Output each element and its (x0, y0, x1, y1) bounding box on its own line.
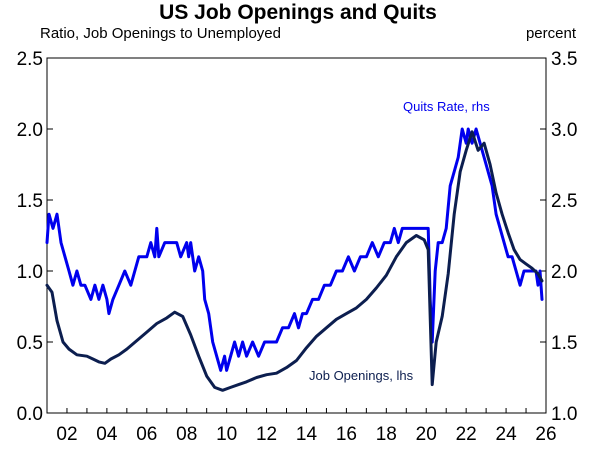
quits-rate-line (45, 127, 544, 372)
x-tick-label: 08 (176, 424, 197, 445)
chart-title: US Job Openings and Quits (159, 1, 437, 24)
right-tick-label: 3.5 (551, 49, 577, 70)
x-tick-label: 26 (535, 424, 556, 445)
job-openings-label: Job Openings, lhs (309, 368, 414, 383)
series-layer (45, 127, 544, 392)
right-axis-subtitle: percent (526, 25, 577, 42)
x-tick-label: 16 (336, 424, 357, 445)
right-tick-label: 2.5 (551, 191, 577, 212)
right-tick-label: 1.5 (551, 333, 577, 354)
x-tick-label: 12 (256, 424, 277, 445)
left-tick-label: 1.5 (17, 191, 43, 212)
x-axis: 02 04 06 08 10 12 14 16 18 20 22 24 26 (46, 408, 557, 445)
x-tick-label: 20 (416, 424, 437, 445)
x-tick-label: 18 (376, 424, 397, 445)
left-axis: 0.0 0.5 1.0 1.5 2.0 2.5 (17, 49, 53, 425)
left-axis-subtitle: Ratio, Job Openings to Unemployed (40, 25, 281, 42)
left-tick-label: 0.5 (17, 333, 43, 354)
left-tick-label: 2.5 (17, 49, 43, 70)
x-tick-label: 22 (456, 424, 477, 445)
x-tick-label: 24 (496, 424, 518, 445)
left-tick-label: 0.0 (17, 404, 43, 425)
x-tick-label: 14 (296, 424, 318, 445)
x-tick-label: 02 (56, 424, 77, 445)
right-tick-label: 2.0 (551, 262, 577, 283)
x-tick-label: 10 (216, 424, 237, 445)
x-tick-label: 06 (136, 424, 157, 445)
quits-rate-label: Quits Rate, rhs (403, 99, 490, 114)
x-tick-label: 04 (96, 424, 118, 445)
right-axis: 1.0 1.5 2.0 2.5 3.0 3.5 (540, 49, 577, 425)
left-tick-label: 2.0 (17, 120, 43, 141)
left-tick-label: 1.0 (17, 262, 43, 283)
right-tick-label: 3.0 (551, 120, 577, 141)
job-openings-line (45, 130, 544, 392)
right-tick-label: 1.0 (551, 404, 577, 425)
